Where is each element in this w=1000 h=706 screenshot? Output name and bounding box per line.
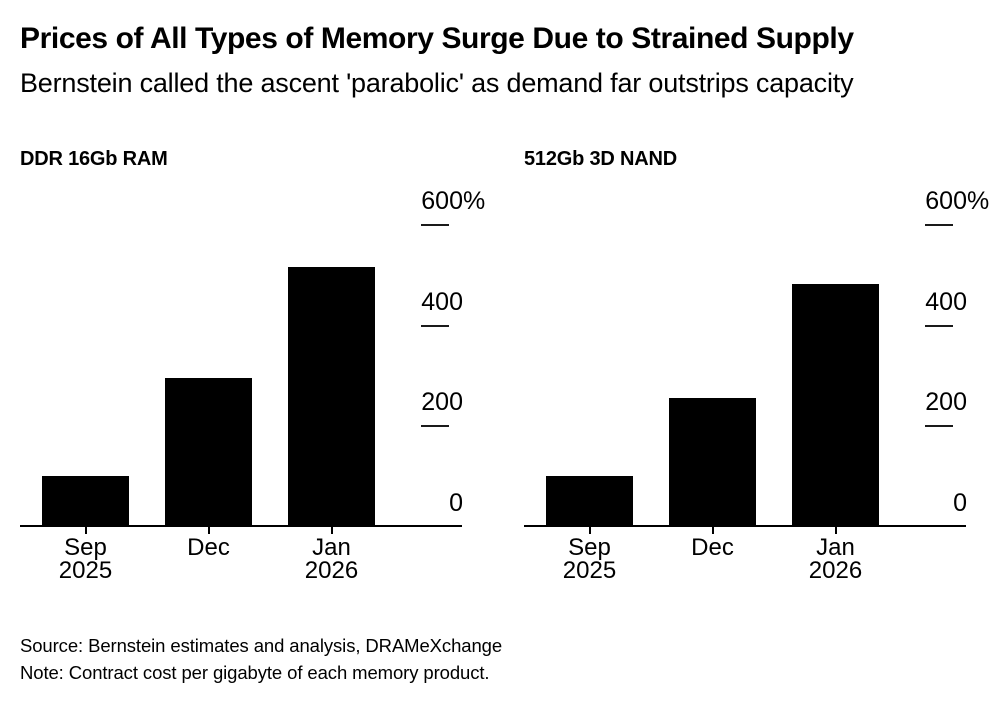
x-axis-label-line2: 2025	[562, 557, 617, 584]
x-axis-label-jan-2026: Jan 2026	[776, 534, 896, 584]
x-axis-label-jan-2026: Jan 2026	[272, 534, 392, 584]
chart-heading-nand: 512Gb 3D NAND	[524, 148, 677, 170]
y-axis-label-value: 600	[421, 187, 463, 215]
x-axis-label-line1: Sep	[568, 534, 611, 561]
y-axis-tick-400	[421, 324, 449, 327]
bar-dec	[669, 397, 756, 526]
x-axis-label-line1: Dec	[187, 534, 230, 561]
x-axis-tick-dec	[711, 527, 714, 534]
y-axis-label-400: 400	[925, 287, 967, 316]
x-axis-tick-dec	[207, 527, 210, 534]
chart-heading-ddr: DDR 16Gb RAM	[20, 148, 168, 170]
bar-jan-2026	[792, 284, 879, 526]
x-axis-tick-sep-2025	[588, 527, 591, 534]
y-axis-label-value: 200	[925, 388, 967, 417]
note-line: Note: Contract cost per gigabyte of each…	[20, 662, 490, 683]
y-axis-label-600: 600%	[925, 187, 989, 215]
charts-row: DDR 16Gb RAM 600% 400 200 0 Sep 2025 Dec Jan 202…	[20, 148, 1000, 583]
page-subtitle: Bernstein called the ascent 'parabolic' …	[20, 68, 854, 98]
y-axis-tick-200	[925, 425, 953, 428]
chart-512gb-3d-nand: 512Gb 3D NAND 600% 400 200 0 Sep 2025 Dec Jan 20…	[524, 148, 989, 583]
x-axis-label-line1: Jan	[312, 534, 351, 561]
y-axis-label-value: 0	[449, 489, 463, 517]
bar-sep-2025	[42, 475, 129, 526]
chart-ddr-16gb-ram: DDR 16Gb RAM 600% 400 200 0 Sep 2025 Dec Jan 202…	[20, 148, 485, 583]
y-axis-label-400: 400	[421, 287, 463, 316]
x-axis-label-line2: 2026	[304, 557, 359, 584]
y-axis-tick-400	[925, 324, 953, 327]
x-axis-label-dec: Dec	[149, 534, 269, 561]
y-axis-unit-suffix: %	[967, 187, 990, 215]
graphic-footer: Source: Bernstein estimates and analysis…	[20, 632, 1000, 686]
x-axis-label-line1: Dec	[691, 534, 734, 561]
bar-dec	[165, 377, 252, 526]
y-axis-label-value: 0	[953, 489, 967, 517]
y-axis-label-value: 400	[925, 287, 967, 316]
x-axis-label-line1: Jan	[816, 534, 855, 561]
x-axis-label-sep-2025: Sep 2025	[530, 534, 650, 584]
bar-plot-ddr: 600% 400 200 0 Sep 2025 Dec Jan 2026	[20, 189, 485, 583]
y-axis-label-200: 200	[925, 390, 967, 415]
bar-jan-2026	[288, 266, 375, 526]
y-axis-label-value: 200	[421, 388, 463, 417]
y-axis-label-value: 600	[925, 187, 967, 215]
y-axis-label-0: 0	[925, 491, 967, 516]
x-axis-baseline	[20, 525, 462, 527]
graphic-header: Prices of All Types of Memory Surge Due …	[20, 22, 1000, 99]
x-axis-label-line2: 2026	[808, 557, 863, 584]
x-axis-label-dec: Dec	[653, 534, 773, 561]
x-axis-baseline	[524, 525, 966, 527]
y-axis-tick-200	[421, 425, 449, 428]
x-axis-tick-jan-2026	[834, 527, 837, 534]
bar-plot-nand: 600% 400 200 0 Sep 2025 Dec Jan 2026	[524, 189, 989, 583]
y-axis-label-value: 400	[421, 287, 463, 316]
x-axis-tick-sep-2025	[84, 527, 87, 534]
y-axis-label-200: 200	[421, 390, 463, 415]
y-axis-label-600: 600%	[421, 187, 485, 215]
y-axis-tick-600	[421, 224, 449, 226]
x-axis-tick-jan-2026	[330, 527, 333, 534]
y-axis-unit-suffix: %	[463, 187, 486, 215]
bar-sep-2025	[546, 475, 633, 526]
page-title: Prices of All Types of Memory Surge Due …	[20, 22, 854, 55]
x-axis-label-sep-2025: Sep 2025	[26, 534, 146, 584]
x-axis-label-line1: Sep	[64, 534, 107, 561]
y-axis-label-0: 0	[421, 491, 463, 516]
source-line: Source: Bernstein estimates and analysis…	[20, 635, 503, 656]
x-axis-label-line2: 2025	[58, 557, 113, 584]
y-axis-tick-600	[925, 224, 953, 226]
